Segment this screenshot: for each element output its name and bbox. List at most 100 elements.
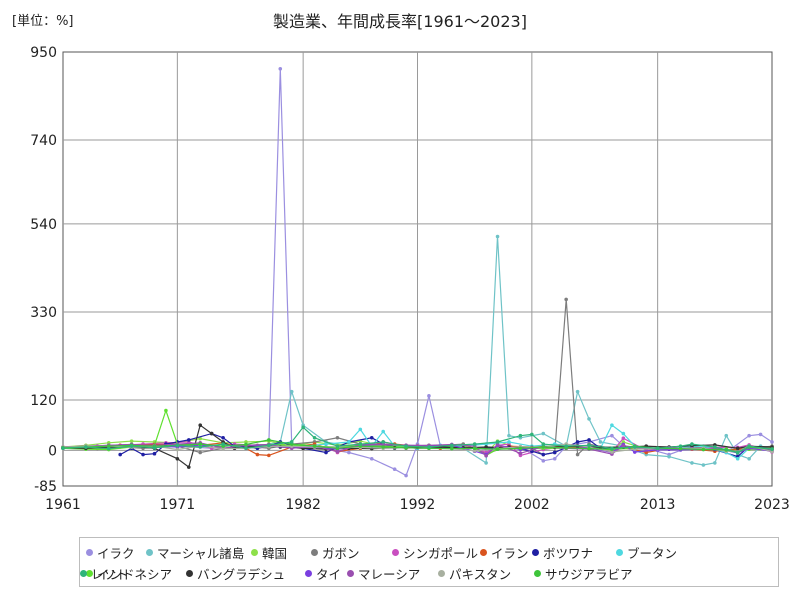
data-point <box>392 467 397 472</box>
legend-label: イラク <box>97 546 135 561</box>
data-point <box>678 444 683 448</box>
legend-label: シンガポール <box>403 546 479 561</box>
data-point <box>690 461 694 465</box>
data-point <box>244 442 248 447</box>
legend-marker <box>532 549 539 556</box>
data-point <box>610 423 614 427</box>
data-point <box>221 442 225 446</box>
legend-label: インドネシア <box>97 567 173 582</box>
data-point <box>575 452 580 457</box>
data-point <box>289 440 294 444</box>
legend-label: マーシャル諸島 <box>157 546 245 561</box>
data-point <box>335 449 340 454</box>
data-point <box>770 447 774 451</box>
legend-label: ガボン <box>322 546 360 561</box>
data-point <box>335 435 340 440</box>
data-point <box>484 454 488 458</box>
data-point <box>610 450 614 454</box>
data-point <box>324 442 328 446</box>
data-point <box>735 450 740 455</box>
legend-label: ブータン <box>627 546 678 561</box>
data-point <box>164 408 168 413</box>
legend-item: イラン <box>480 543 529 562</box>
data-point <box>610 446 614 451</box>
data-point <box>747 444 751 448</box>
data-point <box>347 440 351 444</box>
legend-item: レソト <box>80 564 129 583</box>
legend-item: ブータン <box>616 543 677 562</box>
data-point <box>518 446 523 451</box>
data-point <box>575 440 580 444</box>
x-tick-label: 1961 <box>45 497 81 513</box>
data-point <box>655 446 660 451</box>
legend-marker <box>311 549 318 556</box>
data-point <box>678 446 683 451</box>
data-point <box>747 456 751 461</box>
data-point <box>713 445 717 449</box>
data-point <box>632 445 637 449</box>
legend-marker <box>186 570 193 577</box>
legend-marker <box>438 570 445 577</box>
data-point <box>267 453 271 458</box>
data-point <box>724 433 729 438</box>
data-point <box>106 446 111 451</box>
legend-item: ガボン <box>311 543 360 562</box>
data-point <box>84 445 88 449</box>
data-point <box>690 442 694 446</box>
data-point <box>598 440 603 444</box>
data-point <box>587 417 591 421</box>
data-point <box>621 436 626 440</box>
legend-marker <box>146 549 153 556</box>
series-15 <box>61 425 774 455</box>
data-point <box>621 431 626 436</box>
data-point <box>198 450 203 455</box>
legend-label: マレーシア <box>358 567 421 582</box>
data-point <box>404 473 408 478</box>
data-point <box>552 456 557 461</box>
data-point <box>701 463 706 467</box>
data-point <box>450 446 454 451</box>
data-point <box>587 438 591 442</box>
data-point <box>301 425 305 430</box>
legend-item: 韓国 <box>251 543 287 562</box>
y-axis-ticks: 950 740 540 330 120 0 -85 <box>30 45 57 495</box>
data-point <box>541 442 546 446</box>
data-point <box>770 449 774 454</box>
legend-marker <box>392 549 399 556</box>
legend-label: 韓国 <box>262 546 288 561</box>
y-tick-label: 540 <box>30 217 57 233</box>
data-point <box>518 451 523 456</box>
x-tick-label: 1971 <box>160 497 196 513</box>
data-point <box>369 435 374 440</box>
data-point <box>221 435 225 440</box>
series-group <box>61 66 774 478</box>
data-point <box>758 432 763 437</box>
data-point <box>198 442 203 446</box>
data-point <box>358 427 363 432</box>
legend-marker <box>347 570 354 577</box>
data-point <box>564 297 568 302</box>
data-point <box>484 461 488 465</box>
x-tick-label: 1982 <box>285 497 321 513</box>
data-point <box>267 438 271 442</box>
data-point <box>667 454 671 459</box>
legend-marker <box>616 549 623 556</box>
data-point <box>335 444 340 448</box>
data-point <box>735 446 740 451</box>
legend-label: サウジアラビア <box>545 567 633 582</box>
legend-item: サウジアラビア <box>534 564 633 583</box>
data-point <box>175 447 180 452</box>
data-point <box>186 465 191 469</box>
legend-item: インドネシア <box>86 564 172 583</box>
data-point <box>575 389 580 394</box>
data-point <box>198 423 203 427</box>
legend-marker <box>480 549 487 556</box>
data-point <box>255 452 260 457</box>
x-axis-ticks: 1961 1971 1982 1992 2002 2013 2023 <box>45 497 790 513</box>
legend-marker <box>86 570 93 577</box>
chart-title: 製造業、年間成長率[1961〜2023] <box>273 12 527 31</box>
data-point <box>312 444 317 448</box>
unit-label: [単位：%] <box>12 14 74 29</box>
data-point <box>530 432 534 437</box>
